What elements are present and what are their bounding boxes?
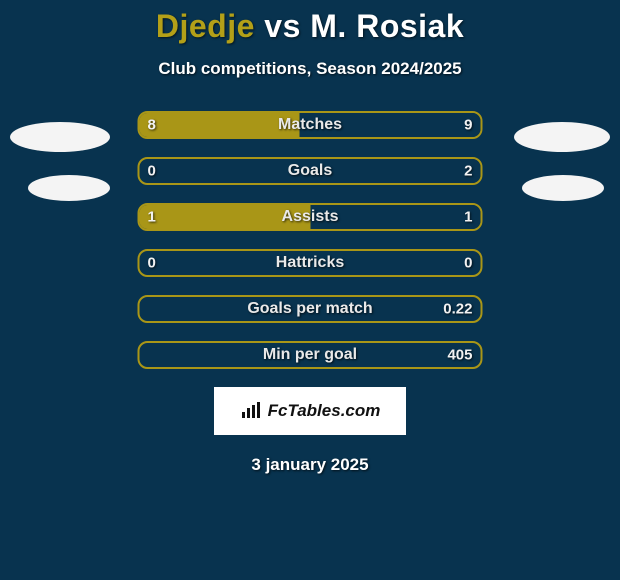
stat-label: Goals (288, 162, 332, 180)
stat-bars: Matches89Goals02Assists11Hattricks00Goal… (0, 111, 620, 369)
title-vs: vs (264, 8, 301, 44)
stat-row: Goals per match 0.22 (0, 295, 620, 323)
stat-label: Goals per match (247, 300, 372, 318)
branding-badge: FcTables.com (214, 387, 406, 435)
stat-row: Matches 8 9 (0, 111, 620, 139)
stat-value-right: 0 (464, 255, 472, 272)
stat-value-right: 0.22 (443, 301, 472, 318)
branding-text: FcTables.com (268, 401, 381, 421)
player-a-name: Djedje (156, 8, 255, 44)
player-b-name: M. Rosiak (310, 8, 464, 44)
stat-value-right: 405 (447, 347, 472, 364)
stat-value-right: 9 (464, 117, 472, 134)
stat-row: Min per goal 405 (0, 341, 620, 369)
stat-fill-left (140, 113, 300, 137)
stat-value-left: 8 (148, 117, 156, 134)
stat-value-right: 2 (464, 163, 472, 180)
stat-label: Min per goal (263, 346, 357, 364)
stat-label: Matches (278, 116, 342, 134)
page-title: Djedje vs M. Rosiak (0, 0, 620, 45)
stat-label: Assists (282, 208, 339, 226)
bar-chart-icon (240, 402, 262, 420)
subtitle: Club competitions, Season 2024/2025 (0, 59, 620, 79)
stat-value-left: 1 (148, 209, 156, 226)
stat-label: Hattricks (276, 254, 344, 272)
stat-row: Goals 0 2 (0, 157, 620, 185)
comparison-infographic: Djedje vs M. Rosiak Club competitions, S… (0, 0, 620, 580)
stat-value-left: 0 (148, 255, 156, 272)
stat-row: Hattricks 0 0 (0, 249, 620, 277)
stat-value-left: 0 (148, 163, 156, 180)
stat-value-right: 1 (464, 209, 472, 226)
date-text: 3 january 2025 (0, 455, 620, 475)
stat-row: Assists 1 1 (0, 203, 620, 231)
